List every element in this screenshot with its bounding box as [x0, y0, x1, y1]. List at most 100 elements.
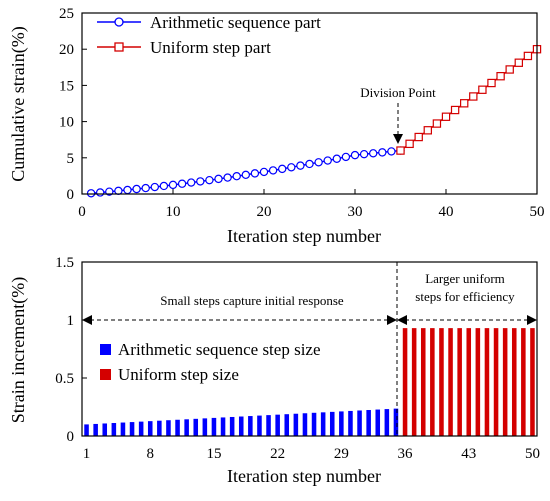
bar-uniform-step [457, 328, 462, 436]
data-point-circle [278, 164, 287, 174]
data-point-circle [323, 156, 332, 165]
division-point-arrowhead [393, 134, 403, 144]
bar-arithmetic-step [202, 418, 208, 436]
data-point-square [496, 72, 505, 81]
legend-label-uniform: Uniform step part [150, 38, 271, 57]
bar-uniform-step [484, 328, 490, 436]
small-steps-arrow-left [82, 315, 92, 325]
bar-arithmetic-step [120, 422, 126, 436]
x-tick-label: 40 [439, 204, 454, 220]
bar-arithmetic-step [339, 411, 344, 436]
data-point-circle [186, 178, 196, 187]
bar-arithmetic-step [293, 413, 299, 436]
data-point-circle [305, 159, 314, 169]
data-point-square [505, 65, 514, 74]
bar-uniform-step [411, 328, 417, 436]
strain-increment-chart: 1 8 15 22 29 36 43 50 0 0.5 1 1.5 Small steps capt… [8, 255, 540, 486]
legend-label-arithmetic-step: Arithmetic sequence step size [118, 340, 321, 359]
x-tick-label: 1 [83, 446, 91, 462]
bar-arithmetic-step [329, 411, 335, 436]
bar-uniform-step [439, 328, 444, 436]
data-point-circle [341, 152, 351, 162]
data-point-circle [287, 163, 296, 172]
x-tick-label: 8 [147, 446, 155, 462]
data-point-circle [114, 186, 123, 196]
data-point-square [478, 85, 487, 94]
y-tick-label: 0 [67, 429, 75, 445]
x-tick-label: 15 [206, 446, 221, 462]
bar-arithmetic-step [220, 417, 226, 436]
bar-arithmetic-step [384, 409, 390, 436]
bar-arithmetic-step [211, 417, 217, 436]
bar-arithmetic-step [302, 413, 308, 436]
data-point-square [514, 58, 524, 67]
bar-uniform-step [448, 328, 453, 436]
legend-swatch-uniform-step [100, 369, 111, 380]
data-point-circle [132, 184, 141, 194]
legend-label-arithmetic: Arithmetic sequence part [150, 13, 321, 32]
data-point-square [523, 51, 533, 61]
data-point-square [450, 105, 460, 115]
bar-arithmetic-step [238, 416, 244, 436]
data-point-circle [223, 173, 232, 182]
bar-arithmetic-step [93, 423, 98, 436]
bar-arithmetic-step [248, 416, 253, 436]
x-tick-label: 0 [78, 204, 86, 220]
bar-uniform-step [493, 328, 499, 436]
bottom-y-axis-label: Strain increment(%) [8, 277, 29, 423]
bar-arithmetic-step [257, 415, 262, 436]
steps-for-efficiency-annotation: steps for efficiency [415, 289, 515, 304]
top-y-ticks: 0 5 10 15 20 25 [59, 6, 87, 203]
bar-arithmetic-step [375, 409, 381, 436]
data-point-circle [241, 170, 250, 180]
series-line-uniform [400, 48, 538, 152]
bar-arithmetic-step [284, 414, 290, 436]
top-plot-marks [86, 44, 542, 198]
top-x-axis-label: Iteration step number [227, 226, 381, 246]
data-point-circle [196, 177, 205, 186]
bar-uniform-step [402, 328, 408, 436]
bar-uniform-step [530, 328, 535, 436]
data-point-square [487, 78, 496, 88]
x-tick-label: 50 [530, 204, 545, 220]
data-point-circle [387, 147, 396, 156]
data-point-circle [95, 188, 105, 197]
data-point-square [469, 92, 478, 101]
y-tick-label: 0.5 [55, 371, 74, 387]
y-tick-label: 10 [59, 115, 74, 131]
y-tick-label: 25 [59, 6, 74, 22]
bottom-bar-marks [84, 328, 535, 436]
y-tick-label: 1 [67, 313, 75, 329]
bar-arithmetic-step [157, 420, 162, 436]
bar-arithmetic-step [366, 410, 371, 436]
data-point-circle [205, 175, 214, 185]
x-tick-label: 22 [270, 446, 285, 462]
data-point-circle [296, 161, 305, 170]
bar-arithmetic-step [229, 416, 235, 436]
y-tick-label: 1.5 [55, 255, 74, 271]
data-point-circle [232, 171, 241, 181]
bar-arithmetic-step [348, 410, 353, 436]
data-point-square [441, 112, 451, 121]
bar-arithmetic-step [184, 419, 189, 436]
legend-circle-marker [114, 17, 124, 27]
bar-arithmetic-step [84, 424, 89, 436]
data-point-circle [259, 167, 269, 177]
division-point-label: Division Point [360, 85, 436, 100]
data-point-circle [177, 179, 187, 188]
x-tick-label: 20 [257, 204, 272, 220]
bar-arithmetic-step [129, 422, 135, 436]
small-steps-annotation: Small steps capture initial response [160, 293, 344, 308]
bar-arithmetic-step [193, 418, 199, 436]
bar-arithmetic-step [102, 423, 108, 436]
bar-uniform-step [502, 328, 508, 436]
y-tick-label: 0 [67, 187, 75, 203]
data-point-circle [378, 148, 387, 157]
data-point-circle [359, 149, 369, 159]
data-point-circle [314, 158, 323, 167]
data-point-circle [86, 189, 96, 198]
bottom-legend: Arithmetic sequence step size Uniform st… [100, 340, 321, 384]
bar-arithmetic-step [175, 419, 180, 436]
